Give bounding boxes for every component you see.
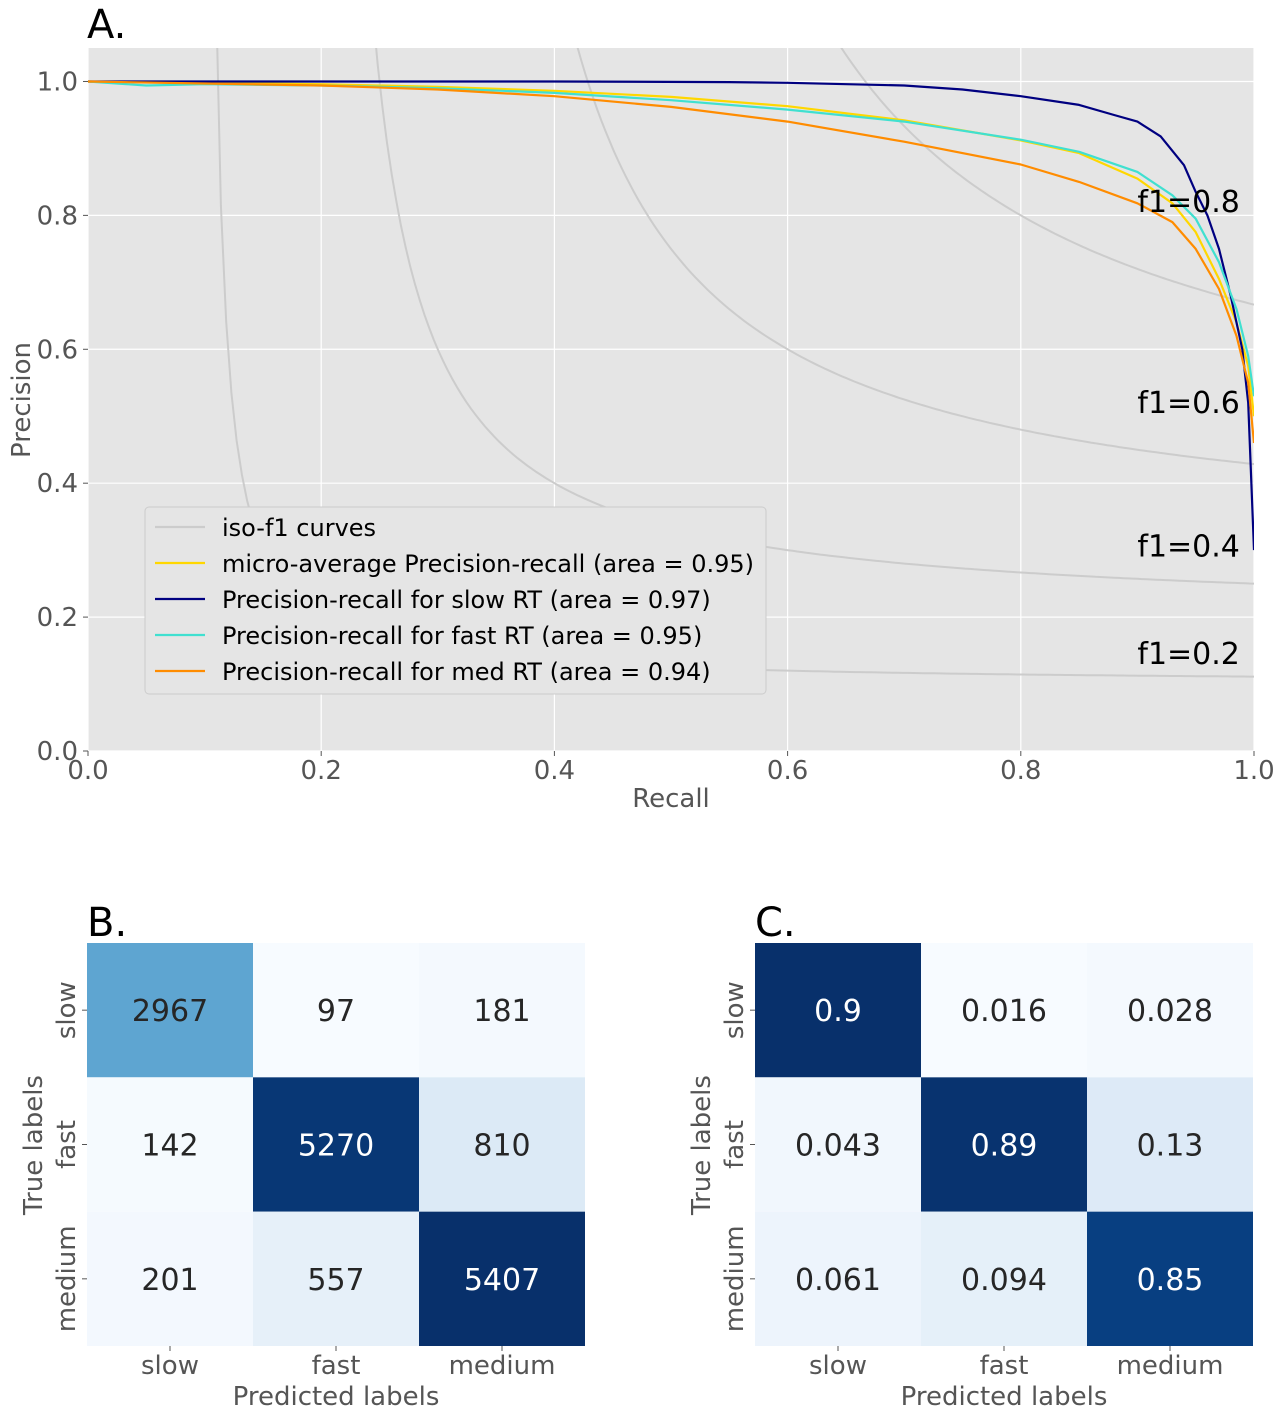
cell-value-label: 0.061 [795,1263,881,1298]
cell-value-label: 810 [473,1129,530,1164]
legend-label: Precision-recall for slow RT (area = 0.9… [222,586,711,614]
cell-value-label: 0.094 [961,1263,1047,1298]
heatmap-cell [755,1211,921,1346]
y-category-label: slow [52,981,82,1039]
cell-value-label: 557 [307,1263,364,1298]
iso-f1-curve [576,48,1254,466]
axis-ticks: 0.0 0.2 0.4 0.6 0.8 1.0 0.0 0.2 0.4 0.6 0.8 1.0 [37,67,1275,786]
iso-f1-curve [840,48,1254,306]
x-tick-label: 0.6 [767,756,808,786]
heatmap-cell [921,943,1087,1078]
cell-value-label: 2967 [132,994,208,1029]
heatmap-cell [755,1077,921,1212]
heatmap-cells: 2967 97 181 142 5270 810 201 557 5407 [87,943,585,1346]
cell-value-label: 0.043 [795,1129,881,1164]
y-category-label: fast [52,1120,82,1169]
x-axis-label: Recall [632,784,710,814]
heatmap-cell [1087,1077,1253,1212]
x-tick-label: 0.0 [67,756,108,786]
x-category-label: fast [980,1351,1029,1381]
legend-label: micro-average Precision-recall (area = 0… [222,550,754,578]
y-category-label: medium [52,1225,82,1332]
y-tick-label: 0.2 [37,603,78,633]
cell-value-label: 5407 [464,1263,540,1298]
iso-f1-label: f1=0.6 [1137,386,1240,421]
legend: iso-f1 curves micro-average Precision-rec… [144,506,767,695]
heatmap-cell [755,943,921,1078]
heatmap-cell [419,1211,585,1346]
y-tick-label: 0.0 [37,737,78,767]
y-category-label: fast [720,1120,750,1169]
cell-value-label: 0.016 [961,994,1047,1029]
heatmap-cell [87,943,253,1078]
heatmap-cell [419,1077,585,1212]
cell-value-label: 0.13 [1137,1129,1204,1164]
y-category-label: slow [720,981,750,1039]
y-tick-label: 0.4 [37,469,78,499]
y-axis-label: True labels [687,1075,717,1216]
heatmap-cell [1087,943,1253,1078]
heatmap-cell [921,1077,1087,1212]
category-ticks: slow fast medium slow fast medium [720,981,1223,1381]
x-category-label: medium [1117,1351,1224,1381]
heatmap-cell [87,1211,253,1346]
x-axis-label: Predicted labels [901,1382,1108,1412]
iso-f1-label: f1=0.2 [1137,637,1240,672]
series-line [88,80,1254,444]
panel-label-b: B. [87,900,127,946]
x-category-label: medium [449,1351,556,1381]
iso-f1-label: f1=0.4 [1137,529,1240,564]
legend-box [144,506,767,695]
x-tick-label: 1.0 [1233,756,1274,786]
y-category-label: medium [720,1225,750,1332]
x-tick-label: 0.4 [534,756,575,786]
heatmap-cell [419,943,585,1078]
iso-f1-label: f1=0.8 [1137,185,1240,220]
confusion-matrix-counts: B. 2967 97 181 142 5270 810 201 557 5407 slow fas… [19,900,585,1412]
iso-f1-labels: f1=0.2 f1=0.4 f1=0.6 f1=0.8 [1137,185,1240,672]
cell-value-label: 0.89 [971,1129,1038,1164]
heatmap-cell [87,1077,253,1212]
heatmap-cell [253,943,419,1078]
y-tick-label: 0.8 [37,201,78,231]
y-tick-label: 0.6 [37,335,78,365]
series-lines [88,80,1254,551]
legend-label: iso-f1 curves [222,514,376,542]
x-category-label: slow [809,1351,867,1381]
cell-value-label: 201 [141,1263,198,1298]
precision-recall-chart: A. 0.0 0.2 0.4 0.6 0.8 1.00.00.20.40.60.81.0 … [7,2,1275,814]
cell-value-label: 142 [141,1129,198,1164]
cell-value-label: 181 [473,994,530,1029]
cell-value-label: 97 [317,994,355,1029]
x-tick-label: 0.8 [1000,756,1041,786]
x-category-label: slow [141,1351,199,1381]
x-category-label: fast [312,1351,361,1381]
legend-label: Precision-recall for fast RT (area = 0.9… [222,622,702,650]
iso-f1-curve [375,48,1254,585]
x-axis-label: Predicted labels [233,1382,440,1412]
y-axis-label: True labels [19,1075,49,1216]
y-tick-label: 1.0 [37,67,78,97]
heatmap-cell [253,1211,419,1346]
cell-value-label: 0.9 [814,994,862,1029]
cell-value-label: 0.85 [1137,1263,1204,1298]
category-ticks: slow fast medium slow fast medium [52,981,555,1381]
heatmap-cell [921,1211,1087,1346]
cell-value-label: 0.028 [1127,994,1213,1029]
legend-label: Precision-recall for med RT (area = 0.94… [222,658,711,686]
panel-label-a: A. [87,2,126,48]
cell-value-label: 5270 [298,1129,374,1164]
heatmap-cell [253,1077,419,1212]
x-tick-label: 0.2 [301,756,342,786]
heatmap-cells: 0.9 0.016 0.028 0.043 0.89 0.13 0.061 0.094 0.85 [755,943,1253,1346]
y-axis-label: Precision [7,342,37,458]
panel-label-c: C. [755,900,796,946]
heatmap-cell [1087,1211,1253,1346]
